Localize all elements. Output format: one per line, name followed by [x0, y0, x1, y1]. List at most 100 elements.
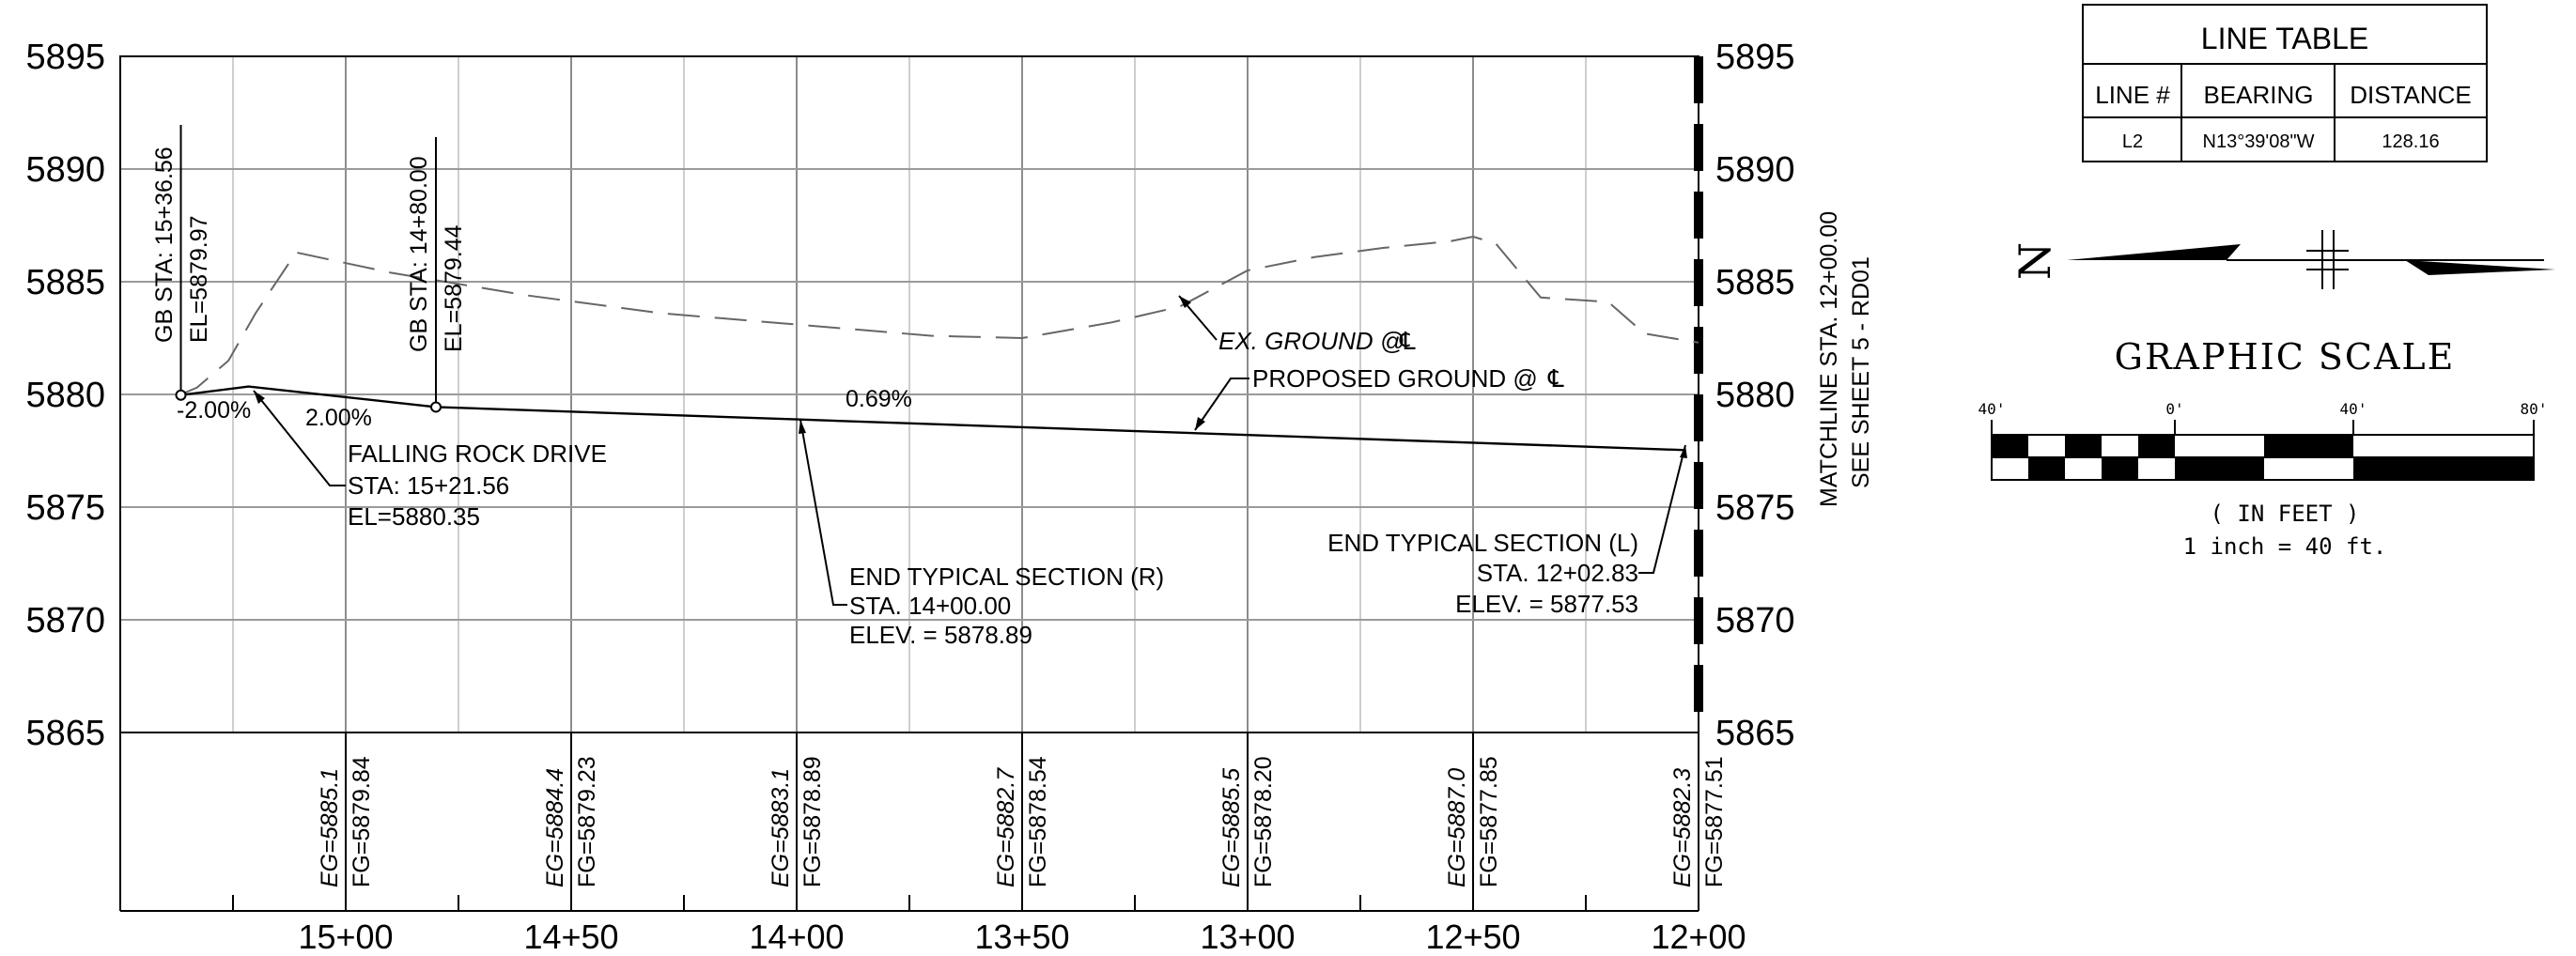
graphic-scale-units: ( IN FEET ): [2211, 501, 2360, 527]
line-table-cell-line: L2: [2122, 131, 2143, 152]
scale-tick-label-0: 0': [2165, 400, 2183, 418]
eg-value-label: EG=5887.0: [1444, 768, 1470, 887]
end-section-r-title: END TYPICAL SECTION (R): [849, 563, 1164, 591]
line-table-header-distance: DISTANCE: [2350, 81, 2472, 109]
end-section-r-arrow: [799, 420, 806, 434]
existing-ground-line: [180, 235, 1699, 395]
scale-tick-label-40: 40': [2340, 400, 2367, 418]
graphic-scale: GRAPHIC SCALE 40' 0' 40' 80' ( IN FEET )…: [1979, 336, 2548, 560]
falling-rock-name: FALLING ROCK DRIVE: [348, 439, 607, 468]
falling-rock-station: STA: 15+21.56: [348, 471, 509, 500]
slope-left-label: -2.00%: [177, 397, 251, 424]
line-table-title: LINE TABLE: [2201, 22, 2368, 55]
station-tick-label: 13+50: [974, 917, 1069, 951]
gb-right-station-label: GB STA: 14+80.00: [406, 156, 432, 352]
gb-right-elevation-label: EL=5879.44: [441, 224, 467, 352]
gb-left-elevation-label: EL=5879.97: [186, 215, 212, 343]
elevation-tick-label: 5885: [25, 263, 105, 302]
eg-value-label: EG=5884.4: [542, 768, 568, 887]
matchline-sheet-label: SEE SHEET 5 - RD01: [1848, 256, 1874, 488]
elevation-tick-label: 5895: [25, 38, 105, 77]
falling-rock-arrow: [254, 391, 265, 404]
scale-bar-segment: [2138, 435, 2175, 457]
eg-value-label: EG=5882.7: [993, 767, 1019, 887]
north-arrow: N: [2010, 230, 2555, 289]
line-table-cell-distance: 128.16: [2382, 131, 2439, 152]
station-tick-label: 12+00: [1651, 917, 1746, 951]
scale-bar-segment: [2102, 457, 2138, 480]
graphic-scale-title: GRAPHIC SCALE: [2115, 336, 2456, 378]
falling-rock-elevation: EL=5880.35: [348, 502, 480, 531]
grade-break-point: [430, 401, 442, 413]
north-arrow-tail: [2405, 260, 2555, 275]
elevation-tick-label: 5875: [1715, 488, 1795, 528]
matchline-station-label: MATCHLINE STA. 12+00.00: [1816, 211, 1842, 507]
line-table-header-bearing: BEARING: [2203, 81, 2313, 109]
end-section-l-title: END TYPICAL SECTION (L): [1327, 529, 1638, 557]
station-value-table: EG=5885.1 FG=5879.84 EG=5884.4 FG=5879.23 EG…: [119, 732, 1728, 912]
slope-main-label: 0.69%: [846, 386, 912, 412]
end-section-l-leader: [1638, 444, 1686, 574]
elevation-tick-label: 5885: [1715, 263, 1795, 302]
end-section-r-station: STA. 14+00.00: [849, 592, 1011, 620]
fg-value-label: FG=5878.89: [799, 756, 826, 887]
scale-tick-label-40-left: 40': [1979, 400, 2006, 418]
fg-value-label: FG=5879.23: [574, 756, 600, 887]
elevation-tick-label: 5890: [1715, 150, 1795, 190]
elevation-tick-label: 5870: [1715, 601, 1795, 640]
proposed-ground-leader: [1194, 378, 1249, 431]
proposed-ground-label: PROPOSED GROUND @: [1252, 364, 1538, 393]
fg-value-label: FG=5877.85: [1476, 756, 1502, 887]
station-tick-label: 13+00: [1200, 917, 1295, 951]
fg-value-label: FG=5878.54: [1025, 756, 1051, 887]
fg-value-label: FG=5877.51: [1701, 756, 1728, 887]
line-table-header-line: LINE #: [2095, 81, 2170, 109]
station-labels: 15+00 14+50 14+00 13+50 13+00 12+50 12+00: [298, 917, 1746, 956]
elevation-tick-label: 5895: [1715, 38, 1795, 77]
slope-mid-label: 2.00%: [305, 405, 372, 431]
gb-left-station-label: GB STA: 15+36.56: [151, 146, 178, 343]
station-tick-label: 12+50: [1425, 917, 1520, 951]
proposed-ground-arrow: [1195, 417, 1205, 430]
end-section-r-elevation: ELEV. = 5878.89: [849, 621, 1032, 649]
elevation-tick-label: 5865: [25, 714, 105, 753]
elevation-labels-right: 5895 5890 5885 5880 5875 5870 5865: [1715, 38, 1795, 753]
graphic-scale-ratio: 1 inch = 40 ft.: [2183, 533, 2387, 560]
scale-tick-label-80: 80': [2521, 400, 2548, 418]
end-section-l-arrow: [1680, 445, 1687, 458]
scale-bar-segment: [2353, 457, 2534, 480]
eg-value-label: EG=5885.5: [1218, 768, 1245, 887]
fg-value-label: FG=5879.84: [349, 756, 375, 887]
elevation-tick-label: 5875: [25, 488, 105, 528]
elevation-labels-left: 5895 5890 5885 5880 5875 5870 5865: [25, 38, 105, 753]
end-section-l-station: STA. 12+02.83: [1477, 559, 1638, 587]
eg-value-label: EG=5885.1: [317, 768, 343, 887]
elevation-tick-label: 5865: [1715, 714, 1795, 753]
proposed-ground-centerline-symbol: ℄: [1547, 364, 1564, 393]
line-table: LINE TABLE LINE # BEARING DISTANCE L2 N1…: [2082, 4, 2488, 162]
scale-bar-segment: [2065, 435, 2102, 457]
elevation-tick-label: 5870: [25, 601, 105, 640]
falling-rock-leader: [253, 390, 346, 486]
scale-bar-segment: [2028, 457, 2065, 480]
graphic-scale-bar: [1991, 420, 2535, 481]
grade-break-markers: [175, 125, 442, 413]
ex-ground-arrow: [1179, 296, 1191, 308]
end-section-l-elevation: ELEV. = 5877.53: [1455, 590, 1638, 618]
fg-value-label: FG=5878.20: [1250, 756, 1277, 887]
eg-value-label: EG=5882.3: [1669, 768, 1696, 887]
ex-ground-centerline-symbol: ℄: [1399, 327, 1416, 355]
elevation-tick-label: 5880: [1715, 376, 1795, 415]
elevation-tick-label: 5880: [25, 376, 105, 415]
station-tick-label: 14+50: [523, 917, 618, 951]
north-arrow-pointer: [2067, 244, 2241, 260]
eg-value-label: EG=5883.1: [768, 768, 794, 887]
scale-bar-segment: [2175, 457, 2264, 480]
scale-bar-segment: [1992, 435, 2028, 457]
line-table-cell-bearing: N13°39'08"W: [2203, 131, 2315, 152]
station-tick-label: 14+00: [749, 917, 844, 951]
ex-ground-label: EX. GROUND @: [1218, 327, 1404, 355]
north-label: N: [2010, 242, 2060, 280]
